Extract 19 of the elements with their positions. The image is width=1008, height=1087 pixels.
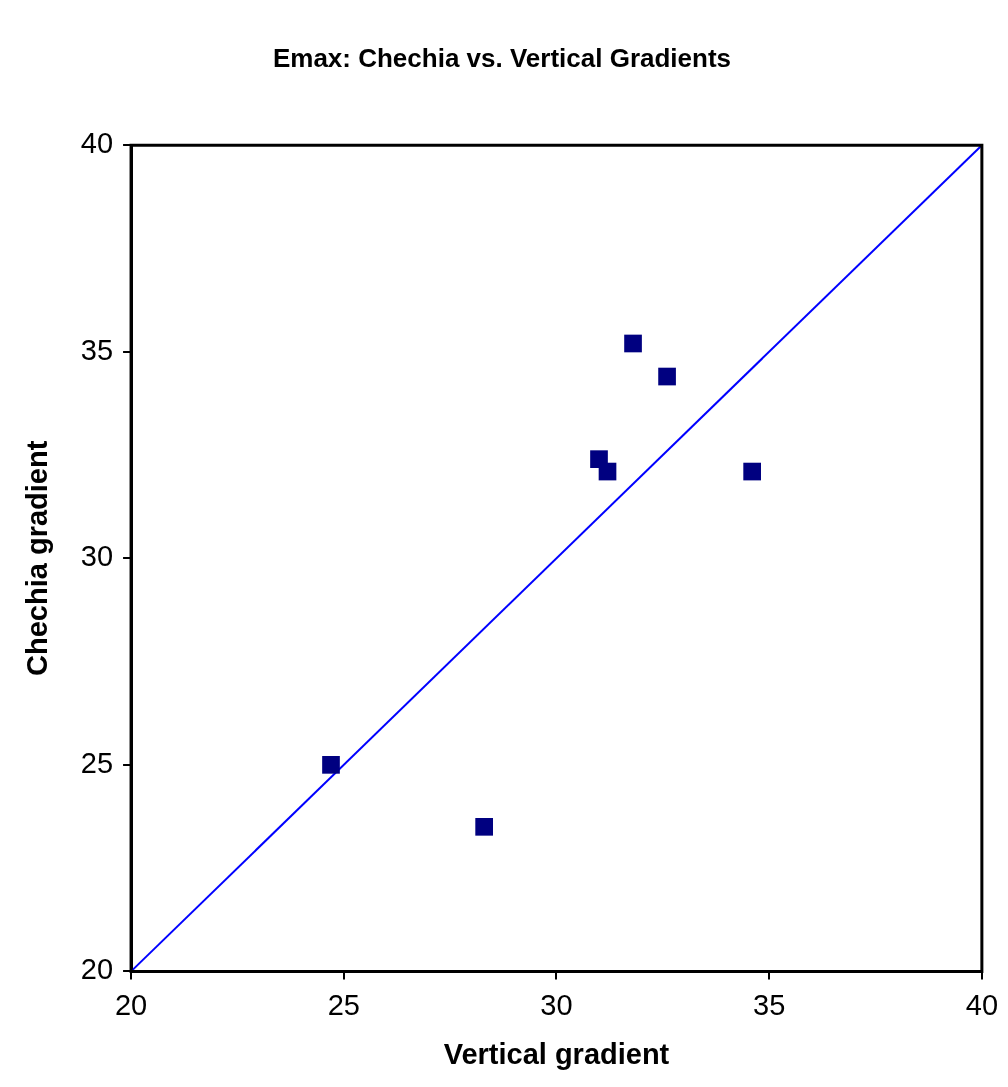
point	[743, 462, 761, 481]
point	[322, 756, 340, 774]
x-tick-label: 25	[327, 988, 360, 1021]
y-tick-label: 40	[80, 127, 114, 160]
point	[658, 367, 676, 386]
x-tick-label: 40	[965, 988, 998, 1021]
y-tick-label: 30	[80, 540, 114, 573]
y-tick-label: 25	[80, 746, 114, 779]
point	[475, 817, 493, 836]
chart-title: Emax: Chechia vs. Vertical Gradients	[272, 42, 732, 73]
x-tick-label: 35	[753, 988, 786, 1021]
point	[598, 462, 617, 481]
x-axis-title: Vertical gradient	[443, 1037, 670, 1070]
x-tick-label: 30	[540, 988, 573, 1021]
x-tick-label: 20	[114, 988, 148, 1021]
y-axis-title: Chechia gradient	[21, 440, 54, 676]
y-tick-label: 35	[80, 333, 114, 366]
point	[624, 334, 642, 353]
y-tick-label: 20	[80, 953, 114, 986]
